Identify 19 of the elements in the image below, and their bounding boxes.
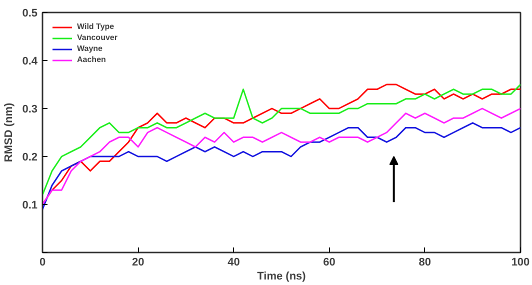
x-tick-label: 80: [418, 256, 432, 268]
legend-label: Wayne: [77, 44, 102, 53]
line-series: [42, 122, 520, 210]
y-axis-title: RMSD (nm): [3, 102, 16, 162]
x-tick-label: 0: [39, 256, 46, 268]
x-axis-title: Time (ns): [257, 270, 306, 282]
x-tick-label: 40: [228, 256, 240, 268]
x-tick-label: 100: [511, 256, 530, 268]
y-tick-label: 0.5: [22, 8, 38, 20]
legend-label: Vancouver: [77, 33, 118, 42]
x-tick-label: 60: [323, 256, 336, 268]
line-series: [42, 108, 520, 206]
y-tick-label: 0.4: [22, 56, 38, 68]
x-tick-label: 20: [132, 256, 144, 268]
legend-label: Wild Type: [77, 22, 114, 31]
y-tick-label: 0.3: [22, 104, 38, 116]
legend-label: Aachen: [77, 55, 106, 64]
y-tick-label: 0.1: [22, 200, 38, 212]
y-tick-label: 0.2: [22, 152, 38, 164]
